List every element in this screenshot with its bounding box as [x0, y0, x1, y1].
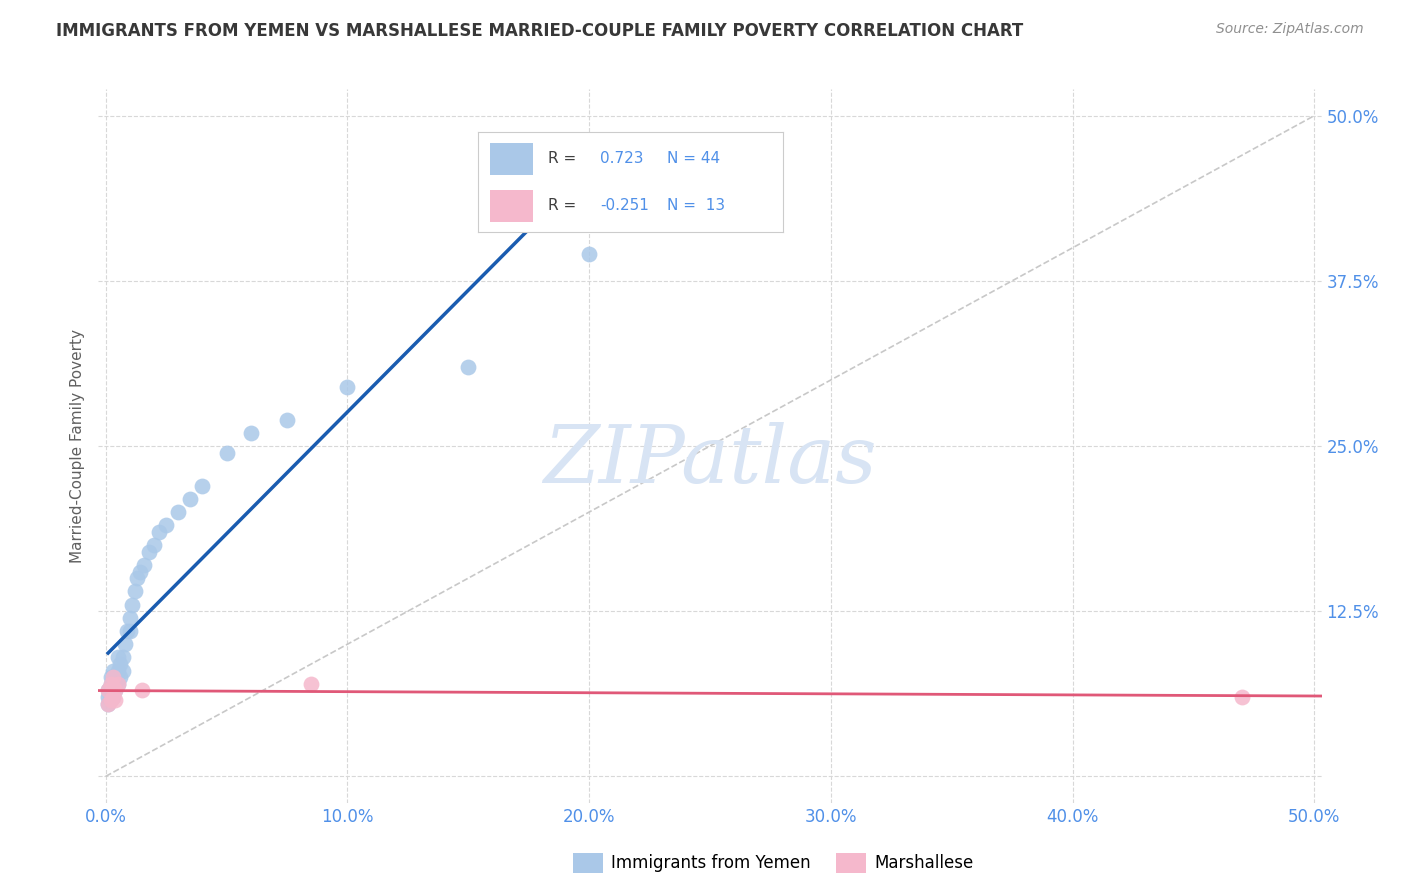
Point: [100, 683, 122, 698]
Point: [117, 624, 139, 638]
Point: [124, 584, 146, 599]
Point: [167, 505, 190, 519]
Point: [107, 677, 129, 691]
Point: [100, 677, 122, 691]
Text: 0.723: 0.723: [600, 152, 644, 167]
Point: [97, 683, 120, 698]
Text: R =: R =: [548, 198, 576, 213]
Text: IMMIGRANTS FROM YEMEN VS MARSHALLESE MARRIED-COUPLE FAMILY POVERTY CORRELATION C: IMMIGRANTS FROM YEMEN VS MARSHALLESE MAR…: [56, 22, 1024, 40]
Point: [239, 425, 262, 440]
Point: [578, 247, 600, 261]
Point: [336, 379, 359, 393]
Point: [179, 491, 201, 506]
Point: [127, 571, 149, 585]
Point: [101, 683, 124, 698]
Text: R =: R =: [548, 152, 576, 167]
Text: N =  13: N = 13: [668, 198, 725, 213]
Point: [100, 690, 122, 704]
Point: [108, 657, 131, 671]
Point: [101, 664, 124, 678]
Point: [100, 692, 122, 706]
Point: [107, 664, 129, 678]
Point: [118, 611, 141, 625]
Legend: Immigrants from Yemen, Marshallese: Immigrants from Yemen, Marshallese: [567, 847, 980, 880]
Y-axis label: Married-Couple Family Poverty: Married-Couple Family Poverty: [70, 329, 86, 563]
Point: [111, 650, 134, 665]
Point: [101, 690, 124, 704]
Text: -0.251: -0.251: [600, 198, 648, 213]
Point: [107, 650, 129, 665]
Point: [155, 518, 177, 533]
Bar: [489, 143, 533, 175]
Point: [104, 677, 127, 691]
Point: [108, 670, 131, 684]
Point: [111, 664, 134, 678]
Point: [134, 558, 156, 572]
Point: [118, 624, 141, 638]
Point: [104, 683, 127, 698]
Point: [128, 565, 150, 579]
Point: [114, 637, 136, 651]
Point: [107, 677, 129, 691]
Text: ZIPatlas: ZIPatlas: [543, 422, 877, 499]
Point: [299, 677, 322, 691]
Point: [101, 677, 124, 691]
Point: [148, 524, 170, 539]
Point: [104, 692, 127, 706]
Point: [104, 670, 127, 684]
Point: [97, 690, 120, 704]
Bar: [489, 190, 533, 222]
Point: [276, 412, 298, 426]
Point: [191, 478, 214, 492]
Point: [121, 598, 143, 612]
Point: [101, 670, 124, 684]
Point: [1230, 690, 1253, 704]
Point: [101, 690, 124, 704]
Point: [97, 697, 120, 711]
Point: [100, 670, 122, 684]
Text: Source: ZipAtlas.com: Source: ZipAtlas.com: [1216, 22, 1364, 37]
Point: [101, 680, 124, 694]
Point: [97, 683, 120, 698]
Point: [101, 670, 124, 684]
Point: [97, 697, 120, 711]
Point: [215, 445, 238, 459]
Point: [138, 545, 160, 559]
Point: [457, 359, 479, 374]
Point: [143, 538, 166, 552]
Point: [100, 677, 122, 691]
Text: N = 44: N = 44: [668, 152, 720, 167]
Point: [104, 683, 127, 698]
Point: [131, 683, 153, 698]
